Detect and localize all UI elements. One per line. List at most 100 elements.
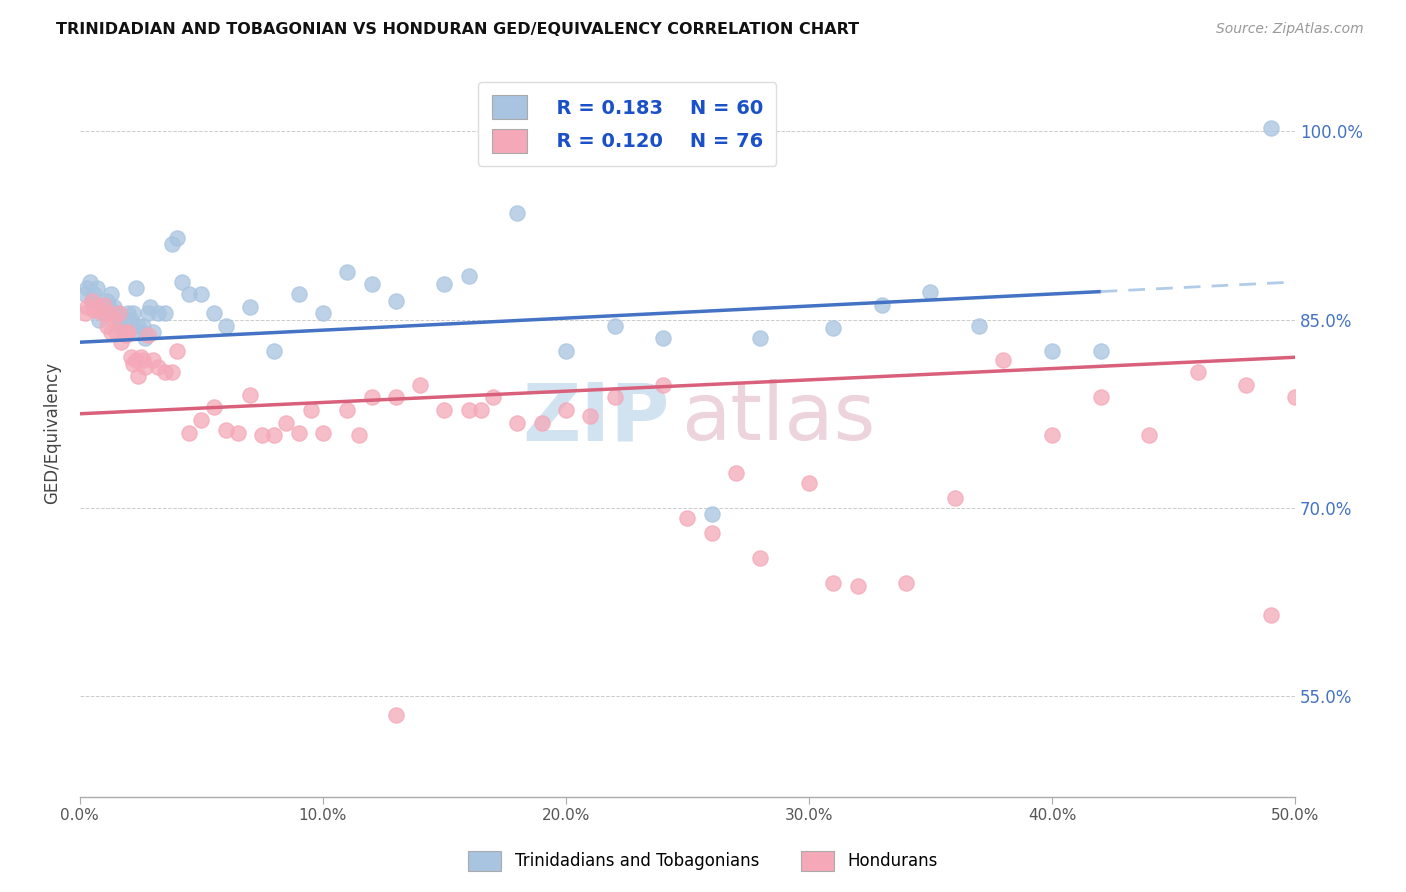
Y-axis label: GED/Equivalency: GED/Equivalency — [44, 361, 60, 504]
Point — [115, 327, 138, 342]
Point — [457, 268, 479, 283]
Point — [409, 377, 432, 392]
Point — [112, 325, 135, 339]
Point — [142, 352, 165, 367]
Point — [263, 343, 285, 358]
Point — [127, 369, 149, 384]
Point — [943, 491, 966, 505]
Point — [132, 318, 155, 333]
Point — [90, 300, 112, 314]
Point — [117, 325, 139, 339]
Point — [96, 293, 118, 308]
Point — [287, 287, 309, 301]
Point — [107, 312, 129, 326]
Point — [103, 300, 125, 314]
Point — [125, 352, 148, 367]
Point — [202, 401, 225, 415]
Point — [506, 416, 529, 430]
Point — [312, 306, 335, 320]
Point — [129, 325, 152, 339]
Point — [1284, 391, 1306, 405]
Point — [1040, 428, 1063, 442]
Point — [1260, 607, 1282, 622]
Point — [122, 357, 145, 371]
Point — [725, 466, 748, 480]
Point — [129, 351, 152, 365]
Point — [299, 403, 322, 417]
Point — [896, 576, 918, 591]
Point — [349, 428, 371, 442]
Point — [142, 325, 165, 339]
Point — [1090, 343, 1112, 358]
Point — [125, 281, 148, 295]
Point — [967, 318, 990, 333]
Point — [80, 293, 103, 308]
Point — [100, 287, 122, 301]
Point — [190, 287, 212, 301]
Point — [112, 325, 135, 339]
Point — [179, 287, 201, 301]
Point — [115, 312, 138, 326]
Point — [360, 277, 382, 292]
Point — [93, 306, 115, 320]
Point — [153, 306, 176, 320]
Point — [797, 475, 820, 490]
Point — [89, 312, 111, 326]
Point — [202, 306, 225, 320]
Point — [1260, 120, 1282, 135]
Point — [120, 312, 142, 326]
Point — [555, 343, 578, 358]
Point — [823, 576, 845, 591]
Point — [239, 388, 262, 402]
Point — [579, 409, 602, 424]
Point — [90, 306, 112, 320]
Point — [555, 403, 578, 417]
Point — [603, 318, 626, 333]
Point — [360, 391, 382, 405]
Point — [73, 287, 96, 301]
Text: Source: ZipAtlas.com: Source: ZipAtlas.com — [1216, 22, 1364, 37]
Point — [134, 360, 156, 375]
Point — [287, 425, 309, 440]
Point — [136, 327, 159, 342]
Point — [89, 302, 111, 317]
Point — [110, 318, 132, 333]
Point — [79, 275, 101, 289]
Point — [652, 377, 675, 392]
Point — [160, 237, 183, 252]
Point — [83, 302, 105, 317]
Point — [336, 265, 359, 279]
Point — [239, 300, 262, 314]
Point — [433, 277, 456, 292]
Point — [823, 321, 845, 335]
Point — [134, 331, 156, 345]
Point — [98, 300, 121, 314]
Point — [336, 403, 359, 417]
Point — [122, 306, 145, 320]
Point — [105, 325, 128, 339]
Point — [506, 206, 529, 220]
Text: atlas: atlas — [682, 379, 876, 457]
Point — [870, 297, 893, 311]
Point — [215, 318, 238, 333]
Point — [1090, 391, 1112, 405]
Point — [385, 708, 408, 723]
Point — [166, 343, 188, 358]
Point — [86, 281, 108, 295]
Text: TRINIDADIAN AND TOBAGONIAN VS HONDURAN GED/EQUIVALENCY CORRELATION CHART: TRINIDADIAN AND TOBAGONIAN VS HONDURAN G… — [56, 22, 859, 37]
Point — [433, 403, 456, 417]
Point — [1137, 428, 1160, 442]
Point — [652, 331, 675, 345]
Point — [993, 352, 1015, 367]
Point — [117, 306, 139, 320]
Point — [98, 306, 121, 320]
Point — [846, 579, 869, 593]
Point — [1187, 365, 1209, 379]
Point — [96, 318, 118, 333]
Point — [603, 391, 626, 405]
Point — [385, 391, 408, 405]
Point — [250, 428, 273, 442]
Point — [86, 300, 108, 314]
Point — [385, 293, 408, 308]
Legend:   R = 0.183    N = 60,   R = 0.120    N = 76: R = 0.183 N = 60, R = 0.120 N = 76 — [478, 82, 776, 166]
